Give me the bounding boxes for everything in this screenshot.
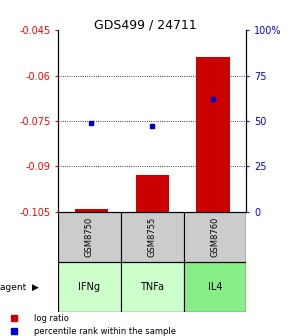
Text: GSM8750: GSM8750	[85, 217, 94, 257]
Point	[211, 96, 215, 102]
Text: GSM8760: GSM8760	[211, 217, 220, 257]
Text: IFNg: IFNg	[78, 282, 100, 292]
Text: IL4: IL4	[208, 282, 222, 292]
Bar	[184, 262, 246, 312]
Bar	[184, 212, 246, 262]
Text: GDS499 / 24711: GDS499 / 24711	[94, 18, 196, 32]
Point	[89, 120, 94, 125]
Text: agent  ▶: agent ▶	[0, 283, 39, 292]
Text: log ratio: log ratio	[34, 314, 68, 323]
Bar	[196, 57, 230, 212]
Text: percentile rank within the sample: percentile rank within the sample	[34, 327, 176, 336]
Bar	[75, 209, 108, 212]
Point	[150, 124, 155, 129]
Bar	[121, 262, 184, 312]
Bar	[58, 262, 121, 312]
Bar	[58, 212, 121, 262]
Bar	[121, 212, 184, 262]
Text: GSM8755: GSM8755	[148, 217, 157, 257]
Bar	[135, 175, 169, 212]
Text: TNFa: TNFa	[140, 282, 164, 292]
